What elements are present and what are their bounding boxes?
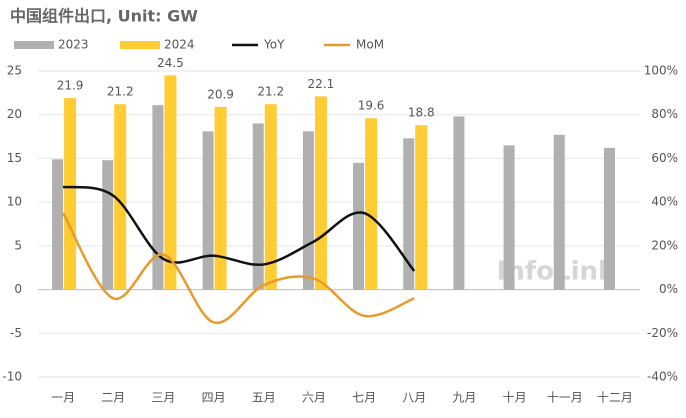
bar [453,116,465,290]
data-label: 24.5 [157,56,184,70]
y-tick-label: 5 [14,238,22,252]
x-tick-label: 十二月 [597,391,633,405]
x-tick-label: 十月 [503,391,527,405]
bar [553,134,565,290]
chart-title: 中国组件出口, Unit: GW [10,7,198,26]
x-tick-label: 七月 [352,391,376,405]
legend-label: 2024 [164,38,195,52]
bar [102,160,114,290]
bar [214,106,227,290]
bar [252,123,264,290]
y2-tick-label: 0% [659,282,678,296]
x-tick-label: 一月 [51,391,75,405]
y2-tick-label: 100% [644,64,678,78]
y-tick-label: 0 [14,282,22,296]
y-tick-label: -10 [2,370,22,384]
data-label: 21.9 [57,79,84,93]
x-tick-label: 十一月 [547,391,583,405]
x-tick-label: 九月 [452,391,476,405]
legend-swatch [120,41,160,49]
bar [603,147,615,290]
x-tick-label: 二月 [101,391,125,405]
bar [353,162,365,290]
bar [52,159,64,290]
bar [264,104,277,290]
x-tick-label: 六月 [302,391,326,405]
bar [415,125,428,290]
x-tick-label: 五月 [252,391,276,405]
y2-tick-label: 20% [651,238,678,252]
y-tick-label: 20 [7,107,22,121]
bar [164,75,177,290]
bar [403,138,415,290]
data-label: 22.1 [308,77,335,91]
bar [365,118,378,290]
bar [302,131,314,290]
y2-tick-label: -40% [647,370,678,384]
y2-tick-label: -20% [647,326,678,340]
y-tick-label: 15 [7,151,22,165]
legend-swatch [14,41,54,49]
x-tick-label: 三月 [151,391,175,405]
line [62,212,415,324]
bar [64,98,77,290]
x-tick-label: 八月 [402,391,426,405]
data-label: 20.9 [207,87,234,101]
bar [503,145,515,290]
line [62,185,416,272]
data-label: 21.2 [257,85,284,99]
bar [152,105,164,290]
bar [114,104,127,290]
data-label: 18.8 [408,106,435,120]
data-label: 21.2 [107,85,134,99]
legend-label: 2023 [58,38,89,52]
legend-label: YoY [263,38,285,52]
y-tick-label: 10 [7,195,22,209]
y-tick-label: 25 [7,64,22,78]
x-tick-label: 四月 [202,391,226,405]
y2-tick-label: 40% [651,195,678,209]
bar [202,131,214,290]
data-label: 19.6 [358,99,385,113]
legend-label: MoM [356,38,384,52]
y2-tick-label: 80% [651,107,678,121]
y2-tick-label: 60% [651,151,678,165]
y-tick-label: -5 [10,326,22,340]
bar [314,96,327,290]
